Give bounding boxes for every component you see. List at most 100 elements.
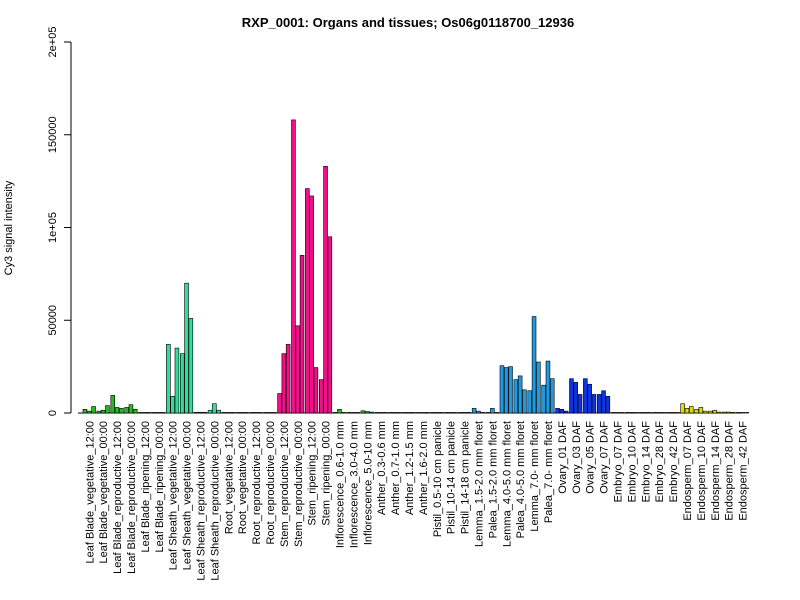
bar [601, 390, 606, 414]
y-axis-label: Cy3 signal intensity [3, 180, 15, 275]
bar [656, 412, 662, 414]
bar [313, 367, 319, 414]
bar [499, 365, 505, 414]
bar [430, 412, 435, 414]
x-category-label: Leaf Sheath_vegetative_12:00 [168, 421, 180, 570]
bar [207, 409, 213, 414]
bar [305, 188, 310, 414]
x-category-label: Embryo_07 DAF [612, 421, 624, 503]
x-category-label: Leaf Blade_vegetative_00:00 [98, 421, 110, 564]
bar [545, 360, 551, 414]
bar [744, 412, 750, 414]
bar [619, 412, 624, 414]
bar [226, 412, 231, 414]
bar [332, 412, 338, 414]
bar [629, 412, 634, 414]
x-category-label: Leaf Blade_ripening_12:00 [140, 421, 152, 553]
bar [698, 407, 704, 414]
bar [694, 408, 699, 414]
bar [91, 406, 96, 414]
bar [527, 390, 532, 414]
bar [119, 408, 124, 414]
bar [726, 411, 731, 414]
x-category-label: Inflorescence_3.0-4.0 mm [348, 421, 360, 548]
bar [184, 282, 189, 414]
bar [235, 412, 241, 414]
bar [563, 410, 569, 414]
bar [281, 353, 287, 414]
bars [82, 119, 750, 414]
bar [652, 412, 658, 414]
bar [647, 412, 652, 414]
x-category-label: Embryo_14 DAF [640, 421, 652, 503]
y-tick-label: 2e+05 [47, 27, 59, 58]
bar [142, 412, 148, 414]
x-axis-labels: Leaf Blade_vegetative_12:00 Leaf Blade_ve… [84, 421, 749, 581]
bar [596, 394, 602, 414]
bar [166, 344, 171, 414]
bar [684, 408, 690, 414]
bar [374, 412, 380, 414]
x-category-label: Pistil_0.5-10 cm panicle [432, 421, 444, 537]
x-category-label: Anther_0.7-1.0 mm [390, 421, 402, 515]
bar [258, 412, 263, 414]
bar [735, 412, 741, 414]
bar [476, 410, 481, 414]
bar [661, 412, 666, 414]
bar [680, 403, 685, 414]
bar [309, 195, 314, 414]
bar [716, 411, 722, 414]
bar [263, 412, 268, 414]
bar [388, 412, 393, 414]
bar [323, 165, 328, 414]
bar [675, 412, 680, 414]
x-category-label: Stem_ripening_00:00 [321, 421, 333, 526]
bar [138, 412, 143, 414]
bar [416, 412, 421, 414]
x-category-label: Leaf Blade_reproductive_00:00 [126, 421, 138, 574]
bar [583, 378, 588, 414]
bar [448, 412, 453, 414]
bar [688, 406, 694, 414]
x-category-label: Endosperm_28 DAF [724, 421, 736, 521]
bar [291, 119, 296, 414]
bar [96, 410, 102, 414]
bar [114, 407, 120, 414]
bar [569, 378, 574, 414]
bar [712, 409, 717, 414]
x-category-label: Root_vegetative_12:00 [223, 421, 235, 534]
x-category-label: Anther_1.6-2.0 mm [418, 421, 430, 515]
bar [513, 379, 519, 414]
bar [587, 383, 592, 414]
bar [364, 411, 370, 414]
bar [670, 412, 676, 414]
y-tick-label: 0 [47, 410, 59, 416]
x-category-label: Anther_0.3-0.6 mm [376, 421, 388, 515]
bar [337, 408, 342, 414]
bar [230, 412, 235, 414]
bar [462, 412, 467, 414]
bar [444, 412, 449, 414]
x-category-label: Root_reproductive_00:00 [265, 421, 277, 545]
x-category-label: Endosperm_42 DAF [738, 421, 750, 521]
x-category-label: Anther_1.2-1.5 mm [404, 421, 416, 515]
x-category-label: Ovary_01 DAF [557, 421, 569, 494]
bar [299, 255, 305, 414]
bar [249, 412, 255, 414]
x-category-label: Stem_ripening_12:00 [307, 421, 319, 526]
bar [110, 395, 116, 414]
y-tick-label: 50000 [47, 305, 59, 336]
bar [420, 412, 426, 414]
x-category-label: Leaf Sheath_reproductive_00:00 [209, 421, 221, 581]
x-category-label: Leaf Sheath_reproductive_12:00 [195, 421, 207, 581]
bar [490, 408, 495, 414]
x-category-label: Lemma_7.0- mm floret [529, 421, 541, 532]
bar [100, 409, 106, 414]
bar [133, 408, 138, 414]
x-category-label: Palea_1.5-2.0 mm floret [487, 421, 499, 538]
bar [740, 412, 745, 414]
bar [457, 412, 463, 414]
bar [82, 408, 88, 414]
y-tick-label: 1e+05 [47, 212, 59, 243]
